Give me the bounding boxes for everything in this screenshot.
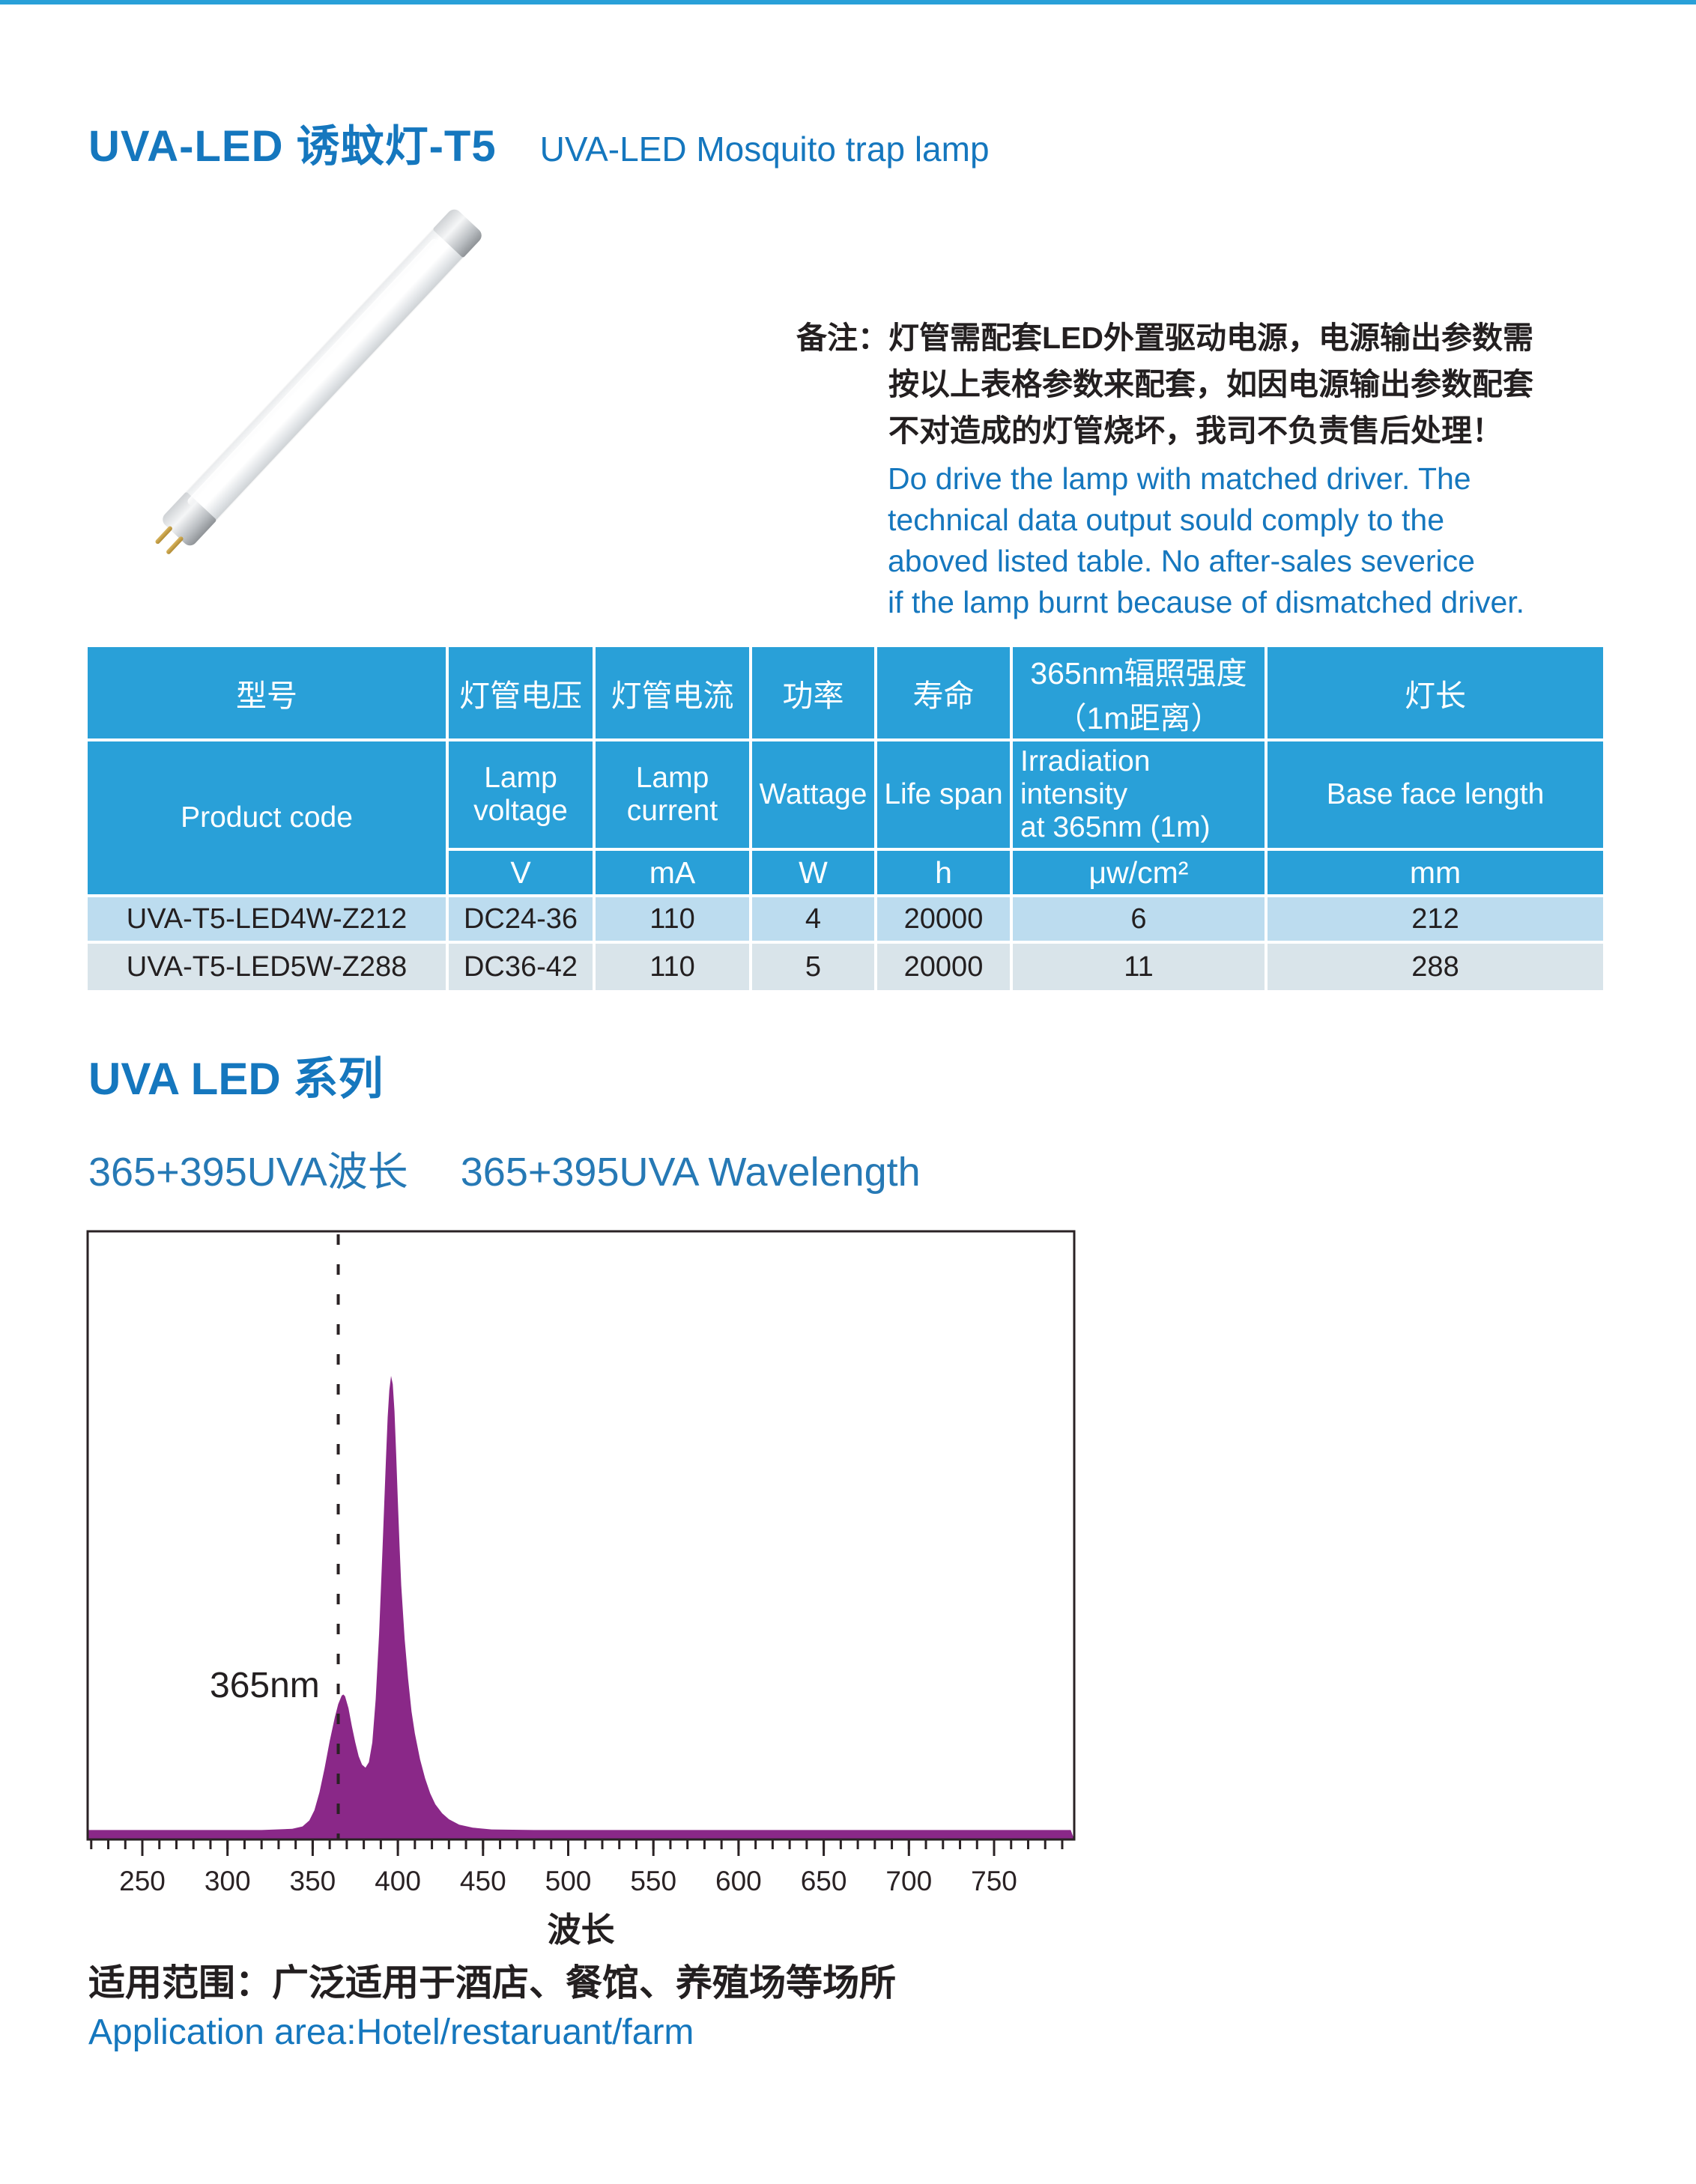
cell: DC36-42 — [449, 944, 593, 990]
application-area-zh: 适用范围：广泛适用于酒店、餐馆、养殖场等场所 — [88, 1963, 897, 2003]
unit-current: mA — [596, 851, 749, 894]
cell: 20000 — [877, 944, 1010, 990]
table-row-product-1: UVA-T5-LED4W-Z212 DC24-36 110 4 20000 6 … — [88, 897, 1603, 941]
peak-annotation-365nm: 365nm — [210, 1666, 320, 1705]
x-tick-label: 500 — [545, 1866, 592, 1896]
note-chinese: 备注： 灯管需配套LED外置驱动电源，电源输出参数需 按以上表格参数来配套，如因… — [796, 315, 1533, 454]
page-title-en: UVA-LED Mosquito trap lamp — [539, 130, 990, 169]
unit-irradiation: μw/cm² — [1013, 851, 1265, 894]
note-english: Do drive the lamp with matched driver. T… — [888, 458, 1524, 623]
x-tick-label: 300 — [205, 1866, 251, 1896]
cell: 5 — [752, 944, 874, 990]
cell: 6 — [1013, 897, 1265, 941]
cell: 212 — [1268, 897, 1603, 941]
table-row-units: V mA W h μw/cm² mm — [88, 851, 1603, 894]
table-row-product-2: UVA-T5-LED5W-Z288 DC36-42 110 5 20000 11… — [88, 944, 1603, 990]
cell: DC24-36 — [449, 897, 593, 941]
x-tick-label: 700 — [885, 1866, 932, 1896]
header-current-en: Lamp current — [596, 741, 749, 848]
unit-length: mm — [1268, 851, 1603, 894]
header-lifespan-en: Life span — [877, 741, 1010, 848]
page-title: UVA-LED 诱蚊灯-T5 UVA-LED Mosquito trap lam… — [88, 111, 990, 174]
header-voltage-zh: 灯管电压 — [449, 647, 593, 738]
x-tick-label: 350 — [290, 1866, 336, 1896]
cell: 288 — [1268, 944, 1603, 990]
spectrum-area — [88, 1376, 1074, 1839]
note-zh-line: 灯管需配套LED外置驱动电源，电源输出参数需 — [888, 321, 1533, 355]
lamp-tube-highlight — [186, 237, 440, 507]
header-current-zh: 灯管电流 — [596, 647, 749, 738]
x-tick-label: 600 — [715, 1866, 762, 1896]
note-label: 备注： — [796, 321, 888, 355]
x-tick-label: 650 — [801, 1866, 847, 1896]
wavelength-heading-zh: 365+395UVA波长 — [88, 1150, 408, 1195]
x-axis-label: 波长 — [547, 1911, 614, 1949]
header-wattage-zh: 功率 — [752, 647, 874, 738]
header-model-zh: 型号 — [88, 647, 446, 738]
note-en-line: Do drive the lamp with matched driver. T… — [888, 461, 1471, 496]
header-lifespan-zh: 寿命 — [877, 647, 1010, 738]
plot-border — [86, 1230, 1076, 1841]
x-tick-label: 750 — [971, 1866, 1017, 1896]
header-length-zh: 灯长 — [1268, 647, 1603, 738]
x-tick-label: 550 — [630, 1866, 676, 1896]
page-title-zh: UVA-LED 诱蚊灯-T5 — [88, 122, 497, 171]
wavelength-heading-en: 365+395UVA Wavelength — [460, 1150, 921, 1195]
cell: 11 — [1013, 944, 1265, 990]
cell: 4 — [752, 897, 874, 941]
table-row-headers-zh: 型号 灯管电压 灯管电流 功率 寿命 365nm辐照强度 （1m距离） 灯长 — [88, 647, 1603, 738]
note-en-line: aboved listed table. No after-sales seve… — [888, 544, 1475, 578]
header-product-code: Product code — [88, 741, 446, 894]
header-voltage-en: Lamp voltage — [449, 741, 593, 848]
lamp-end-cap-right — [432, 206, 485, 258]
top-accent-bar — [0, 0, 1696, 4]
header-irradiation-en: Irradiation intensity at 365nm (1m) — [1013, 741, 1265, 848]
cell: 110 — [596, 944, 749, 990]
header-length-en: Base face length — [1268, 741, 1603, 848]
series-section-title: UVA LED 系列 — [88, 1054, 384, 1104]
application-area-en: Application area:Hotel/restaruant/farm — [88, 2012, 694, 2052]
cell: 20000 — [877, 897, 1010, 941]
spec-table: 型号 灯管电压 灯管电流 功率 寿命 365nm辐照强度 （1m距离） 灯长 P… — [85, 644, 1606, 993]
note-zh-line: 不对造成的灯管烧坏，我司不负责售后处理！ — [888, 413, 1503, 448]
lamp-product-photo — [97, 183, 547, 588]
x-tick-label: 400 — [375, 1866, 421, 1896]
lamp-tube — [154, 206, 485, 556]
lamp-pin-1 — [154, 525, 174, 545]
cell: UVA-T5-LED5W-Z288 — [88, 944, 446, 990]
unit-voltage: V — [449, 851, 593, 894]
note-chinese-lines: 灯管需配套LED外置驱动电源，电源输出参数需 按以上表格参数来配套，如因电源输出… — [888, 315, 1533, 454]
unit-wattage: W — [752, 851, 874, 894]
note-en-line: technical data output sould comply to th… — [888, 503, 1445, 537]
header-wattage-en: Wattage — [752, 741, 874, 848]
cell: 110 — [596, 897, 749, 941]
lamp-pin-2 — [165, 536, 184, 556]
cell: UVA-T5-LED4W-Z212 — [88, 897, 446, 941]
note-zh-line: 按以上表格参数来配套，如因电源输出参数配套 — [888, 367, 1533, 401]
x-tick-label: 450 — [460, 1866, 506, 1896]
header-irradiation-zh: 365nm辐照强度 （1m距离） — [1013, 647, 1265, 738]
note-en-line: if the lamp burnt because of dismatched … — [888, 585, 1525, 619]
unit-lifespan: h — [877, 851, 1010, 894]
wavelength-heading: 365+395UVA波长 365+395UVA Wavelength — [88, 1138, 921, 1198]
table-row-headers-en: Product code Lamp voltage Lamp current W… — [88, 741, 1603, 894]
x-tick-label: 250 — [119, 1866, 166, 1896]
